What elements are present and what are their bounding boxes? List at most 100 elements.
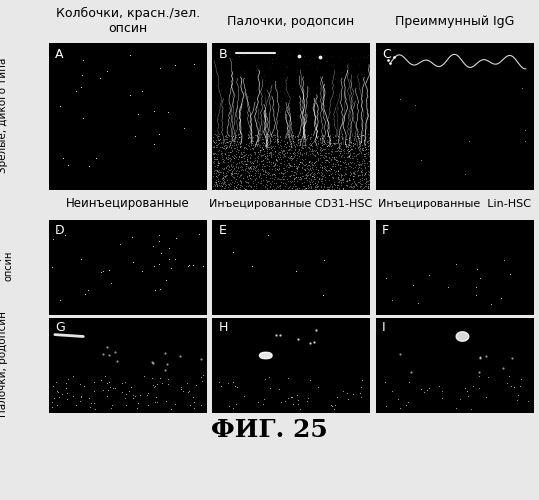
Point bbox=[317, 131, 326, 139]
Point bbox=[312, 326, 321, 334]
Point bbox=[318, 134, 327, 142]
Point bbox=[217, 382, 226, 390]
Point bbox=[261, 375, 270, 383]
Point bbox=[218, 169, 227, 177]
Point bbox=[358, 170, 367, 178]
Point bbox=[319, 86, 327, 94]
Point bbox=[255, 173, 264, 181]
Point bbox=[363, 182, 372, 190]
Point bbox=[306, 136, 314, 143]
Point bbox=[289, 138, 298, 146]
Point bbox=[355, 148, 363, 156]
Point bbox=[351, 181, 360, 189]
Point bbox=[266, 183, 274, 191]
Point bbox=[341, 156, 349, 164]
Point bbox=[299, 172, 308, 180]
Point bbox=[319, 152, 327, 160]
Point bbox=[243, 157, 251, 165]
Point bbox=[75, 397, 84, 405]
Point bbox=[148, 242, 157, 250]
Point bbox=[229, 162, 237, 170]
Point bbox=[56, 296, 64, 304]
Point bbox=[237, 148, 245, 156]
Point bbox=[320, 180, 328, 188]
Point bbox=[210, 140, 219, 147]
Point bbox=[291, 142, 299, 150]
Point bbox=[271, 160, 279, 168]
Point bbox=[240, 70, 248, 78]
Point bbox=[316, 150, 324, 158]
Point bbox=[225, 164, 234, 172]
Point bbox=[360, 70, 368, 78]
Point bbox=[261, 152, 270, 160]
Point bbox=[52, 387, 61, 395]
Point bbox=[330, 132, 339, 140]
Point bbox=[216, 139, 225, 147]
Point bbox=[343, 395, 352, 403]
Point bbox=[302, 184, 310, 192]
Point bbox=[317, 139, 326, 147]
Point bbox=[212, 136, 220, 144]
Point bbox=[302, 397, 311, 405]
Point bbox=[352, 137, 361, 145]
Point bbox=[103, 386, 112, 394]
Point bbox=[284, 130, 292, 138]
Point bbox=[144, 390, 153, 398]
Point bbox=[321, 164, 329, 172]
Point bbox=[105, 378, 113, 386]
Point bbox=[363, 139, 372, 147]
Point bbox=[323, 132, 332, 140]
Point bbox=[290, 141, 299, 149]
Point bbox=[328, 138, 337, 146]
Point bbox=[247, 132, 255, 140]
Point bbox=[307, 184, 315, 192]
Point bbox=[257, 158, 265, 166]
Point bbox=[220, 184, 229, 192]
Point bbox=[224, 402, 233, 410]
Point bbox=[248, 144, 257, 152]
Point bbox=[434, 382, 443, 390]
Point bbox=[243, 150, 252, 158]
Point bbox=[249, 164, 258, 172]
Point bbox=[270, 170, 278, 178]
Point bbox=[263, 185, 272, 193]
Point bbox=[354, 146, 363, 154]
Text: A: A bbox=[55, 48, 64, 62]
Point bbox=[350, 158, 358, 166]
Point bbox=[245, 163, 254, 171]
Point bbox=[297, 174, 306, 182]
Point bbox=[273, 156, 281, 164]
Point bbox=[303, 182, 312, 190]
Point bbox=[189, 398, 198, 406]
Point bbox=[349, 182, 358, 190]
Point bbox=[224, 154, 232, 162]
Point bbox=[285, 142, 293, 150]
Point bbox=[221, 150, 230, 158]
Point bbox=[302, 184, 310, 192]
Point bbox=[271, 161, 279, 169]
Point bbox=[262, 98, 271, 106]
Point bbox=[313, 180, 321, 188]
Point bbox=[223, 138, 232, 146]
Point bbox=[402, 401, 410, 409]
Point bbox=[234, 146, 243, 154]
Point bbox=[363, 130, 372, 138]
Point bbox=[337, 170, 345, 178]
Point bbox=[295, 158, 304, 166]
Point bbox=[310, 158, 319, 166]
Point bbox=[237, 179, 245, 187]
Point bbox=[355, 158, 364, 166]
Point bbox=[252, 162, 260, 170]
Point bbox=[261, 166, 270, 174]
Point bbox=[287, 84, 296, 92]
Point bbox=[264, 170, 272, 178]
Point bbox=[243, 156, 251, 164]
Point bbox=[242, 164, 251, 172]
Point bbox=[349, 74, 357, 82]
Point bbox=[301, 184, 310, 192]
Point bbox=[282, 76, 291, 84]
Point bbox=[278, 176, 287, 184]
Point bbox=[244, 100, 252, 108]
Point bbox=[361, 112, 370, 120]
Point bbox=[280, 166, 289, 174]
